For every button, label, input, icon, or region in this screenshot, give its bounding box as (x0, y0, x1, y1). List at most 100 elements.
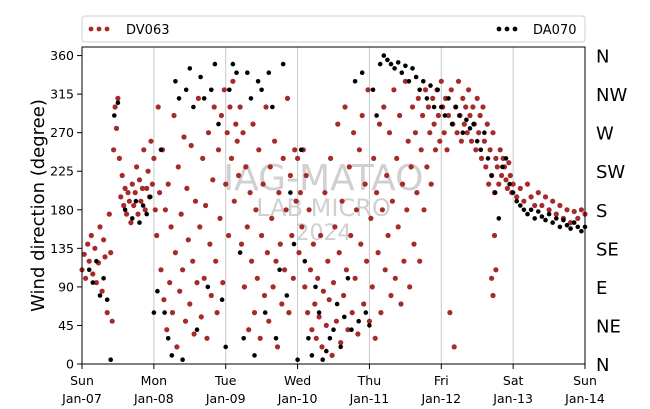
legend: DV063 DA070 (81, 15, 586, 43)
data-point (483, 164, 489, 170)
data-point (319, 344, 325, 350)
data-point (316, 310, 322, 315)
data-point (131, 202, 137, 209)
x-tick-day: Sat (503, 373, 524, 388)
data-point (371, 155, 377, 161)
data-point (532, 202, 538, 209)
data-point (439, 104, 444, 110)
y-tick-label: 270 (50, 125, 74, 140)
data-point (86, 267, 92, 273)
data-point (528, 194, 534, 200)
data-point (212, 61, 218, 67)
y-tick-label: 180 (50, 202, 74, 217)
data-point (464, 130, 470, 136)
data-point (181, 134, 187, 140)
data-point (359, 70, 365, 75)
data-point (176, 96, 182, 101)
compass-label: NW (596, 85, 627, 106)
data-point (224, 130, 230, 136)
data-point (453, 104, 459, 110)
data-point (313, 335, 319, 341)
x-tick-date: Jan-14 (564, 391, 605, 406)
data-point (223, 344, 228, 350)
data-point (307, 267, 314, 273)
data-point (101, 276, 106, 281)
data-point (194, 280, 200, 286)
data-point (412, 130, 418, 136)
data-point (395, 60, 401, 65)
x-tick-day: Fri (434, 373, 449, 388)
data-point (124, 211, 130, 217)
data-point (137, 220, 142, 225)
data-point (214, 310, 220, 316)
data-point (550, 220, 555, 225)
data-point (211, 104, 217, 110)
data-point (237, 250, 243, 255)
data-point (444, 147, 450, 153)
data-point (219, 297, 225, 303)
data-point (209, 87, 214, 93)
data-point (358, 241, 364, 247)
data-point (109, 318, 115, 324)
data-point (438, 78, 444, 84)
data-point (339, 198, 345, 204)
data-point (295, 155, 301, 161)
data-point (195, 95, 201, 101)
data-point (309, 353, 315, 358)
legend-marker (104, 26, 110, 32)
data-point (213, 258, 219, 264)
data-point (494, 164, 500, 170)
data-point (507, 181, 512, 187)
compass-label: W (596, 124, 614, 145)
data-point (293, 198, 299, 204)
data-point (190, 258, 196, 264)
data-point (149, 181, 155, 187)
data-point (167, 280, 173, 286)
x-tick-date: Jan-07 (61, 391, 102, 406)
data-point (343, 267, 349, 273)
legend-marker (504, 26, 510, 32)
y-tick-label: 45 (58, 318, 74, 333)
data-point (467, 112, 473, 119)
data-point (178, 211, 184, 217)
data-point (532, 216, 537, 221)
data-point (230, 61, 236, 67)
data-point (550, 198, 556, 204)
data-point (427, 130, 433, 136)
data-point (330, 280, 337, 286)
data-point (461, 121, 467, 127)
data-point (382, 267, 388, 273)
data-point (539, 214, 545, 219)
data-point (231, 198, 237, 204)
data-point (205, 284, 211, 290)
data-point (430, 95, 436, 101)
data-point (428, 181, 434, 187)
data-point (334, 301, 340, 307)
data-point (364, 258, 370, 264)
data-point (376, 121, 383, 127)
data-point (542, 194, 549, 200)
data-point (411, 241, 417, 247)
data-point (155, 104, 161, 110)
data-point (306, 207, 312, 213)
x-tick-day: Sun (573, 373, 597, 388)
data-point (241, 284, 247, 290)
data-point (234, 138, 240, 144)
data-point (180, 267, 186, 273)
data-point (557, 224, 563, 230)
data-point (158, 267, 164, 273)
data-point (335, 121, 341, 127)
data-point (152, 207, 158, 213)
data-point (201, 96, 207, 101)
compass-label: NE (596, 316, 621, 337)
data-point (331, 327, 336, 333)
data-point (142, 207, 148, 213)
data-point (274, 344, 281, 350)
data-point (277, 267, 282, 273)
data-point (175, 164, 181, 170)
data-point (303, 172, 309, 179)
data-point (571, 220, 577, 225)
y-tick-label: 360 (50, 48, 74, 63)
data-point (524, 181, 531, 187)
